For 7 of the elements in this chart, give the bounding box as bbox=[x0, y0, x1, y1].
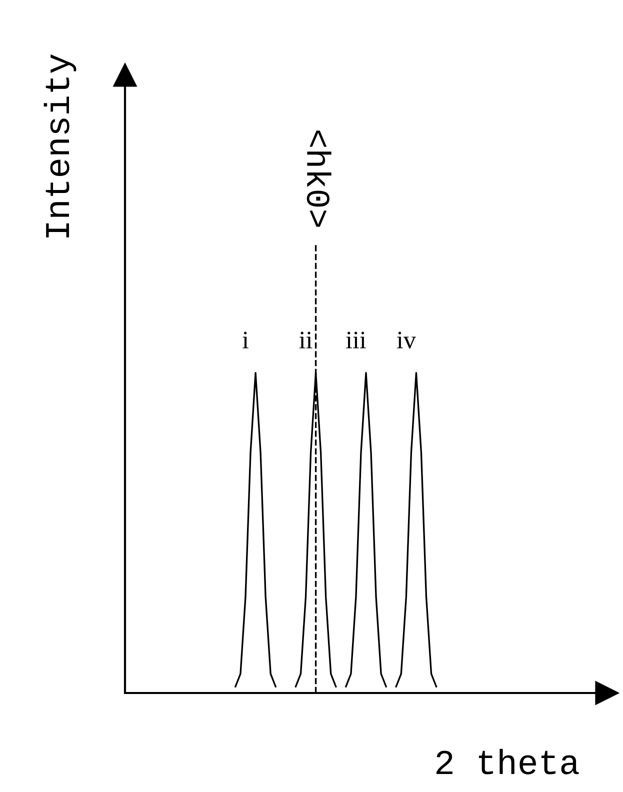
x-axis-title: 2 theta bbox=[436, 748, 579, 774]
text: <hk0> bbox=[306, 130, 332, 227]
series-label: i bbox=[242, 332, 248, 348]
y-axis-title: Intensity bbox=[44, 54, 76, 238]
series-label: ii bbox=[299, 332, 312, 348]
series-label: iii bbox=[346, 332, 366, 348]
series-label: iv bbox=[396, 332, 416, 348]
